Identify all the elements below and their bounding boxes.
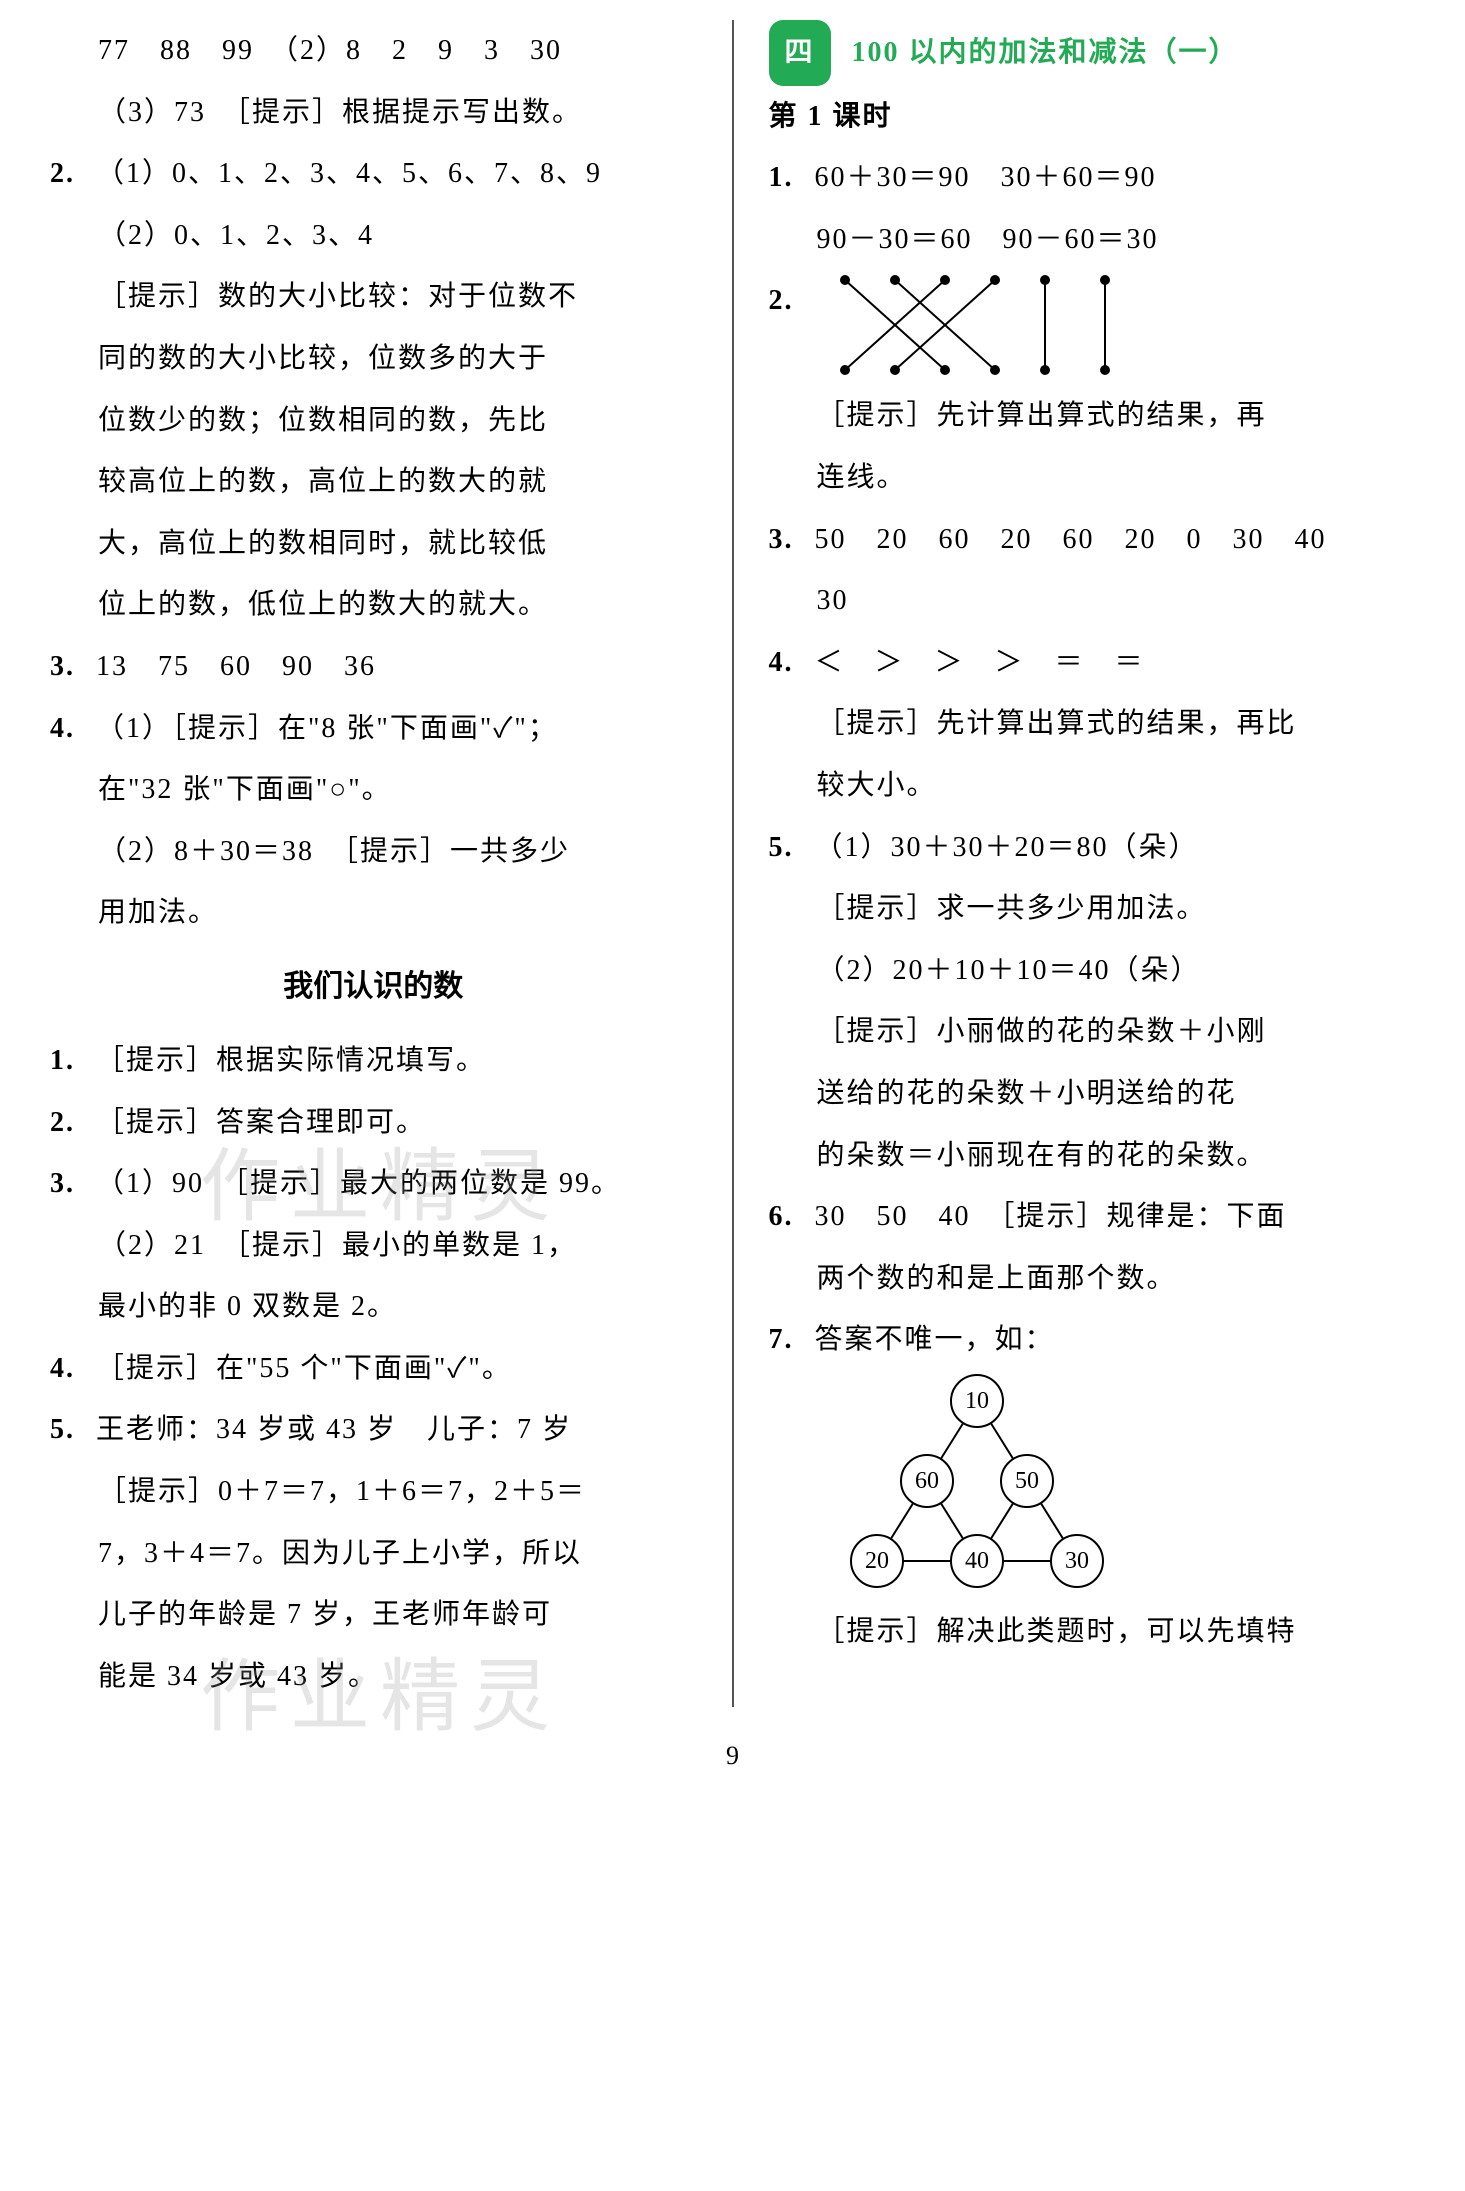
svg-text:50: 50 xyxy=(1015,1468,1039,1494)
text-span: 13 75 60 90 36 xyxy=(96,651,376,682)
item-number: 3. xyxy=(50,1153,96,1215)
text-line: （3）73 ［提示］根据提示写出数。 xyxy=(50,82,697,144)
chapter-badge: 四 xyxy=(769,20,831,86)
svg-text:40: 40 xyxy=(965,1548,989,1574)
text-span: 30 50 40 ［提示］规律是：下面 xyxy=(815,1201,1287,1232)
text-line: 最小的非 0 双数是 2。 xyxy=(50,1276,697,1338)
item-number: 4. xyxy=(769,632,815,694)
text-line: 两个数的和是上面那个数。 xyxy=(769,1248,1416,1310)
text-line: ［提示］求一共多少用加法。 xyxy=(769,878,1416,940)
item-s4: 4.［提示］在"55 个"下面画"✓"。 xyxy=(50,1338,697,1400)
item-number: 7. xyxy=(769,1309,815,1371)
item-2: 2.（1）0、1、2、3、4、5、6、7、8、9 xyxy=(50,143,697,205)
text-line: ［提示］解决此类题时，可以先填特 xyxy=(769,1601,1416,1663)
text-line: 用加法。 xyxy=(50,882,697,944)
text-line: 77 88 99 （2）8 2 9 3 30 xyxy=(50,20,697,82)
right-column: 四 100 以内的加法和减法（一） 第 1 课时 1.60＋30＝90 30＋6… xyxy=(769,20,1416,1707)
text-span: （1）90 ［提示］最大的两位数是 99。 xyxy=(96,1168,621,1199)
text-span: ＜ ＞ ＞ ＞ ＝ ＝ xyxy=(815,647,1145,678)
text-line: （2）8＋30＝38 ［提示］一共多少 xyxy=(50,821,697,883)
item-r5: 5.（1）30＋30＋20＝80（朵） xyxy=(769,817,1416,879)
text-span: 王老师：34 岁或 43 岁 儿子：7 岁 xyxy=(96,1414,572,1445)
item-3: 3.13 75 60 90 36 xyxy=(50,636,697,698)
text-line: 连线。 xyxy=(769,447,1416,509)
text-line: （2）21 ［提示］最小的单数是 1， xyxy=(50,1215,697,1277)
text-line: 的朵数＝小丽现在有的花的朵数。 xyxy=(769,1125,1416,1187)
item-r3: 3.50 20 60 20 60 20 0 30 40 xyxy=(769,509,1416,571)
text-line: ［提示］先计算出算式的结果，再 xyxy=(769,385,1416,447)
item-r2: 2. xyxy=(769,270,1416,385)
text-line: 7，3＋4＝7。因为儿子上小学，所以 xyxy=(50,1523,697,1585)
item-number: 2. xyxy=(50,143,96,205)
item-number: 3. xyxy=(769,509,815,571)
text-line: 同的数的大小比较，位数多的大于 xyxy=(50,328,697,390)
text-line: （2）20＋10＋10＝40（朵） xyxy=(769,940,1416,1002)
item-s5: 5.王老师：34 岁或 43 岁 儿子：7 岁 xyxy=(50,1399,697,1461)
text-line: 能是 34 岁或 43 岁。 xyxy=(50,1646,697,1708)
tree-diagram: 10 60 50 20 40 30 xyxy=(817,1371,1147,1601)
text-line: 大，高位上的数相同时，就比较低 xyxy=(50,513,697,575)
text-line: （2）0、1、2、3、4 xyxy=(50,205,697,267)
chapter-title: 100 以内的加法和减法（一） xyxy=(852,37,1239,68)
item-s3: 3.（1）90 ［提示］最大的两位数是 99。 xyxy=(50,1153,697,1215)
text-line: 30 xyxy=(769,570,1416,632)
page-number: 9 xyxy=(50,1727,1415,1784)
lesson-title: 第 1 课时 xyxy=(769,86,1416,148)
text-line: 位上的数，低位上的数大的就大。 xyxy=(50,574,697,636)
item-r1: 1.60＋30＝90 30＋60＝90 xyxy=(769,147,1416,209)
text-span: ［提示］答案合理即可。 xyxy=(96,1107,426,1138)
item-number: 6. xyxy=(769,1186,815,1248)
text-line: ［提示］先计算出算式的结果，再比 xyxy=(769,693,1416,755)
text-span: 答案不唯一，如： xyxy=(815,1324,1055,1355)
item-number: 5. xyxy=(769,817,815,879)
text-span: 50 20 60 20 60 20 0 30 40 xyxy=(815,524,1327,555)
text-span: （1）0、1、2、3、4、5、6、7、8、9 xyxy=(96,158,602,189)
item-number: 4. xyxy=(50,698,96,760)
tree-diagram-container: 10 60 50 20 40 30 xyxy=(769,1371,1416,1601)
text-span: （1）［提示］在"8 张"下面画"✓"； xyxy=(96,713,558,744)
item-s2: 2.［提示］答案合理即可。 xyxy=(50,1092,697,1154)
item-number: 3. xyxy=(50,636,96,698)
item-r7: 7.答案不唯一，如： xyxy=(769,1309,1416,1371)
text-line: ［提示］0＋7＝7，1＋6＝7，2＋5＝ xyxy=(50,1461,697,1523)
item-number: 5. xyxy=(50,1399,96,1461)
left-column: 77 88 99 （2）8 2 9 3 30 （3）73 ［提示］根据提示写出数… xyxy=(50,20,697,1707)
text-line: 儿子的年龄是 7 岁，王老师年龄可 xyxy=(50,1584,697,1646)
text-line: ［提示］小丽做的花的朵数＋小刚 xyxy=(769,1001,1416,1063)
text-span: ［提示］根据实际情况填写。 xyxy=(96,1045,486,1076)
text-line: 送给的花的朵数＋小明送给的花 xyxy=(769,1063,1416,1125)
item-number: 1. xyxy=(769,147,815,209)
text-line: ［提示］数的大小比较：对于位数不 xyxy=(50,266,697,328)
text-line: 较大小。 xyxy=(769,755,1416,817)
item-number: 4. xyxy=(50,1338,96,1400)
item-number: 1. xyxy=(50,1030,96,1092)
column-divider xyxy=(732,20,734,1707)
item-number: 2. xyxy=(769,270,815,332)
svg-text:60: 60 xyxy=(915,1468,939,1494)
item-r4: 4.＜ ＞ ＞ ＞ ＝ ＝ xyxy=(769,632,1416,694)
item-number: 2. xyxy=(50,1092,96,1154)
text-span: （1）30＋30＋20＝80（朵） xyxy=(815,832,1199,863)
text-line: 较高位上的数，高位上的数大的就 xyxy=(50,451,697,513)
svg-text:10: 10 xyxy=(965,1388,989,1414)
text-span: ［提示］在"55 个"下面画"✓"。 xyxy=(96,1353,512,1384)
text-span: 60＋30＝90 30＋60＝90 xyxy=(815,162,1157,193)
matching-diagram xyxy=(815,270,1135,385)
text-line: 90－30＝60 90－60＝30 xyxy=(769,209,1416,271)
item-4: 4.（1）［提示］在"8 张"下面画"✓"； xyxy=(50,698,697,760)
page-content: 77 88 99 （2）8 2 9 3 30 （3）73 ［提示］根据提示写出数… xyxy=(50,20,1415,1707)
text-line: 在"32 张"下面画"○"。 xyxy=(50,759,697,821)
item-r6: 6.30 50 40 ［提示］规律是：下面 xyxy=(769,1186,1416,1248)
svg-text:30: 30 xyxy=(1065,1548,1089,1574)
svg-text:20: 20 xyxy=(865,1548,889,1574)
text-line: 位数少的数；位数相同的数，先比 xyxy=(50,390,697,452)
chapter-header: 四 100 以内的加法和减法（一） xyxy=(769,20,1416,86)
section-title: 我们认识的数 xyxy=(50,954,697,1020)
item-s1: 1.［提示］根据实际情况填写。 xyxy=(50,1030,697,1092)
